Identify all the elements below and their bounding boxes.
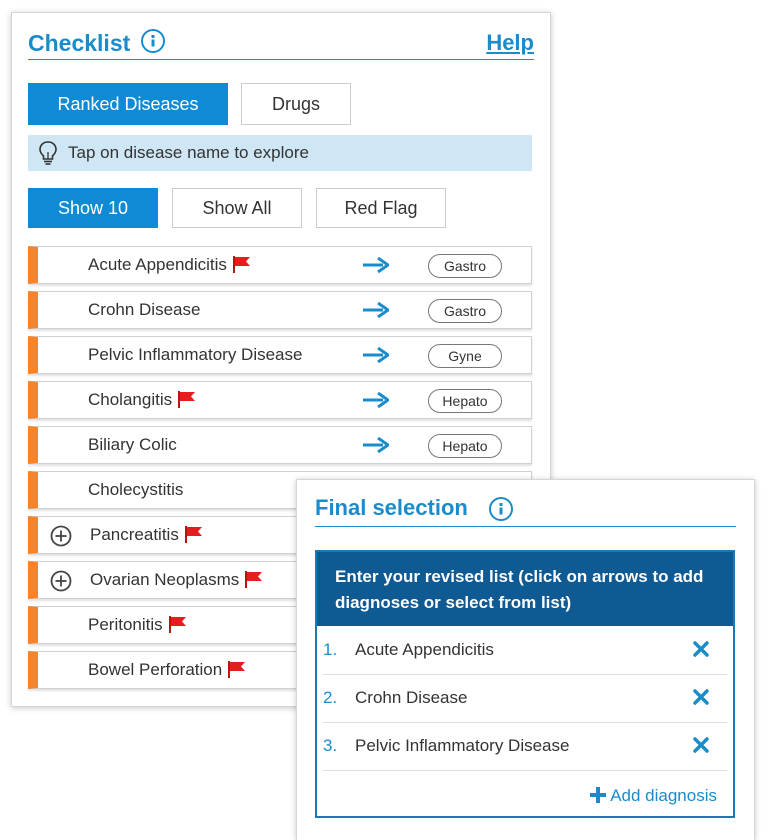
disease-name-text: Bowel Perforation [88, 660, 223, 679]
disease-name-text: Crohn Disease [88, 300, 201, 319]
arrow-right-icon[interactable] [363, 392, 389, 408]
checklist-header: Checklist Help [28, 29, 534, 60]
lightbulb-icon [39, 141, 57, 165]
disease-name[interactable]: Bowel Perforation [88, 652, 247, 688]
selection-row: 2. Crohn Disease [323, 674, 727, 723]
selection-number: 2. [323, 688, 338, 707]
specialty-tag: Gyne [428, 344, 502, 368]
final-selection-header: Final selection [315, 494, 736, 527]
selection-number: 1. [323, 640, 338, 659]
add-diagnosis-label: Add diagnosis [610, 786, 717, 805]
specialty-tag: Gastro [428, 299, 502, 323]
disease-name-text: Ovarian Neoplasms [90, 570, 240, 589]
disease-name-text: Biliary Colic [88, 435, 177, 454]
tab-ranked-diseases[interactable]: Ranked Diseases [28, 83, 228, 125]
show-10-button[interactable]: Show 10 [28, 188, 158, 228]
disease-name[interactable]: Acute Appendicitis [88, 247, 252, 283]
final-selection-panel: Final selection Enter your revised list … [296, 479, 755, 840]
selection-label: Crohn Disease [355, 688, 468, 707]
arrow-right-icon[interactable] [363, 302, 389, 318]
arrow-right-icon[interactable] [363, 257, 389, 273]
disease-name[interactable]: Crohn Disease [88, 292, 200, 328]
red-flag-icon [184, 526, 202, 544]
disease-name-text: Cholecystitis [88, 480, 184, 499]
disease-row[interactable]: Crohn Disease Gastro [28, 291, 532, 329]
close-x-icon[interactable] [693, 689, 709, 705]
disease-name[interactable]: Pancreatitis [90, 517, 204, 553]
plus-circle-icon[interactable] [50, 525, 72, 547]
disease-name-text: Peritonitis [88, 615, 163, 634]
checklist-title: Checklist [28, 30, 131, 56]
disease-name[interactable]: Biliary Colic [88, 427, 177, 463]
selection-row: 1. Acute Appendicitis [323, 626, 727, 675]
selection-label: Acute Appendicitis [355, 640, 494, 659]
arrow-right-icon[interactable] [363, 437, 389, 453]
disease-name-text: Pelvic Inflammatory Disease [88, 345, 303, 364]
disease-row[interactable]: Pelvic Inflammatory Disease Gyne [28, 336, 532, 374]
info-icon[interactable] [489, 497, 513, 521]
close-x-icon[interactable] [693, 641, 709, 657]
selection-number: 3. [323, 736, 338, 755]
red-flag-icon [232, 256, 250, 274]
disease-name[interactable]: Ovarian Neoplasms [90, 562, 264, 598]
plus-circle-icon[interactable] [50, 570, 72, 592]
specialty-tag: Hepato [428, 434, 502, 458]
plus-icon [590, 787, 607, 803]
disease-name[interactable]: Cholecystitis [88, 472, 183, 508]
specialty-tag: Gastro [428, 254, 502, 278]
disease-name[interactable]: Cholangitis [88, 382, 197, 418]
final-selection-instructions: Enter your revised list (click on arrows… [317, 552, 733, 626]
red-flag-icon [228, 661, 246, 679]
arrow-right-icon[interactable] [363, 347, 389, 363]
final-selection-box: Enter your revised list (click on arrows… [315, 550, 735, 818]
tip-banner: Tap on disease name to explore [28, 135, 532, 171]
selection-row: 3. Pelvic Inflammatory Disease [323, 722, 727, 771]
close-x-icon[interactable] [693, 737, 709, 753]
disease-row[interactable]: Acute Appendicitis Gastro [28, 246, 532, 284]
tab-drugs[interactable]: Drugs [241, 83, 351, 125]
disease-row[interactable]: Cholangitis Hepato [28, 381, 532, 419]
final-selection-title: Final selection [315, 495, 468, 520]
add-diagnosis-button[interactable]: Add diagnosis [590, 786, 717, 806]
disease-name[interactable]: Pelvic Inflammatory Disease [88, 337, 302, 373]
selection-label: Pelvic Inflammatory Disease [355, 736, 570, 755]
disease-name[interactable]: Peritonitis [88, 607, 188, 643]
help-link[interactable]: Help [486, 30, 534, 55]
red-flag-icon [245, 571, 263, 589]
red-flag-button[interactable]: Red Flag [316, 188, 446, 228]
disease-name-text: Cholangitis [88, 390, 173, 409]
disease-name-text: Pancreatitis [90, 525, 179, 544]
tip-text: Tap on disease name to explore [68, 143, 309, 162]
red-flag-icon [178, 391, 196, 409]
red-flag-icon [168, 616, 186, 634]
specialty-tag: Hepato [428, 389, 502, 413]
disease-name-text: Acute Appendicitis [88, 255, 227, 274]
disease-row[interactable]: Biliary Colic Hepato [28, 426, 532, 464]
show-all-button[interactable]: Show All [172, 188, 302, 228]
info-icon[interactable] [141, 29, 165, 53]
